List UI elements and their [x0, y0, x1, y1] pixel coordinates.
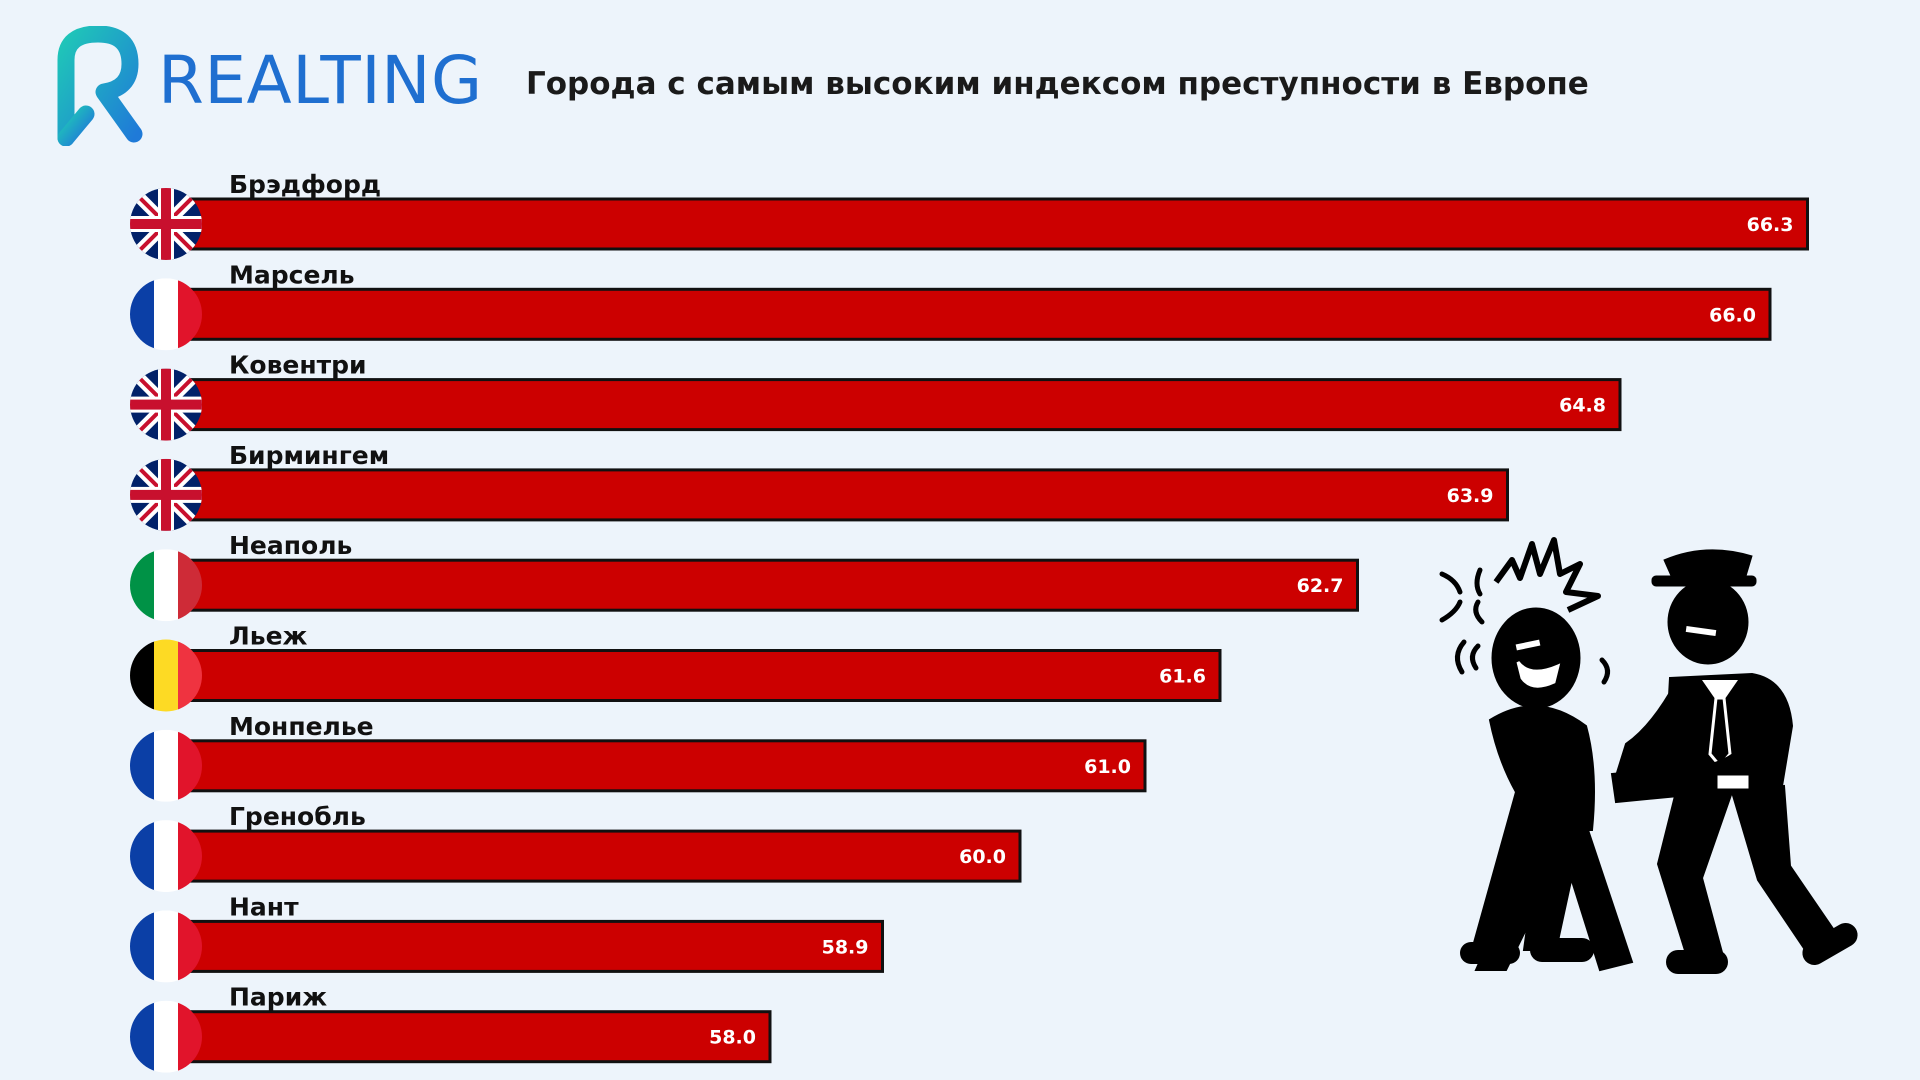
- france-flag: [130, 278, 202, 351]
- bar: [188, 378, 1622, 432]
- bar: [188, 558, 1359, 612]
- uk-flag: [130, 458, 202, 531]
- italy-flag: [130, 549, 202, 622]
- category-label: Неаполь: [229, 531, 352, 560]
- category-label: Марсель: [229, 260, 355, 289]
- value-label: 58.0: [709, 1027, 756, 1049]
- value-label: 64.8: [1559, 395, 1606, 417]
- bar: [188, 287, 1772, 341]
- bar: [188, 649, 1222, 702]
- bar-row: Монпелье 61.0: [130, 712, 1147, 802]
- category-label: Монпелье: [229, 712, 374, 741]
- uk-flag: [130, 188, 202, 260]
- bar: [188, 919, 884, 973]
- france-flag: [130, 910, 202, 983]
- bar: [188, 829, 1022, 883]
- uk-flag: [130, 368, 202, 441]
- value-label: 63.9: [1447, 485, 1494, 507]
- bar-row: Неаполь 62.7: [130, 531, 1359, 622]
- bar-row: Ковентри 64.8: [130, 351, 1622, 441]
- category-label: Льеж: [229, 622, 308, 651]
- value-label: 60.0: [959, 846, 1006, 868]
- bar-row: Брэдфорд 66.3: [130, 170, 1809, 260]
- bar: [188, 197, 1809, 251]
- police-arrest-icon: [1439, 537, 1858, 974]
- category-label: Брэдфорд: [229, 170, 381, 199]
- bar-row: Льеж 61.6: [130, 622, 1222, 712]
- bar: [188, 739, 1147, 793]
- category-label: Гренобль: [229, 802, 366, 831]
- france-flag: [130, 820, 202, 893]
- value-label: 61.0: [1084, 756, 1131, 778]
- category-label: Бирмингем: [229, 441, 389, 470]
- bar: [188, 468, 1509, 522]
- value-label: 62.7: [1297, 575, 1344, 597]
- bar: [188, 1010, 772, 1064]
- bar-row: Гренобль 60.0: [130, 802, 1022, 893]
- value-label: 58.9: [822, 936, 869, 958]
- bar-row: Бирмингем 63.9: [130, 441, 1509, 531]
- bar-row: Париж 58.0: [130, 983, 772, 1073]
- header: REALTING Города с самым высоким индексом…: [52, 26, 1652, 146]
- realting-logo-icon: [57, 26, 143, 146]
- value-label: 61.6: [1159, 666, 1206, 688]
- value-label: 66.0: [1709, 304, 1756, 326]
- bar-row: Марсель 66.0: [130, 260, 1772, 351]
- belgium-flag: [130, 639, 202, 712]
- bar-row: Нант 58.9: [130, 892, 884, 983]
- france-flag: [130, 729, 202, 802]
- france-flag: [130, 1000, 202, 1073]
- chart-title: Города с самым высоким индексом преступн…: [526, 66, 1589, 102]
- value-label: 66.3: [1747, 214, 1794, 236]
- category-label: Париж: [229, 983, 327, 1012]
- category-label: Ковентри: [229, 351, 367, 380]
- brand-name: REALTING: [158, 42, 483, 119]
- category-label: Нант: [229, 892, 299, 921]
